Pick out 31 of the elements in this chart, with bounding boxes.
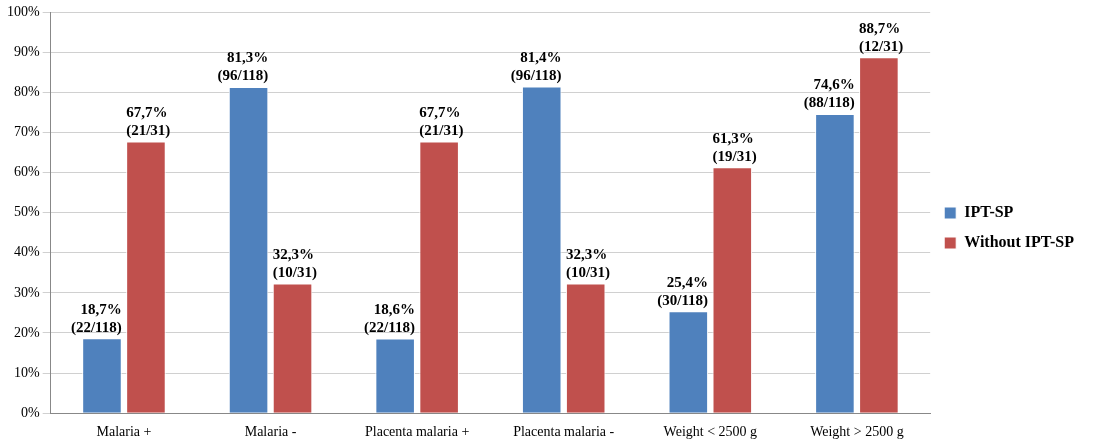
data-label: 18,7% (22/118) bbox=[70, 300, 122, 336]
y-tick-label: 40% bbox=[13, 244, 40, 260]
x-tick-label: Placenta malaria - bbox=[513, 424, 615, 440]
data-label: 67,7% (21/31) bbox=[419, 103, 464, 139]
y-tick-label: 100% bbox=[6, 3, 40, 19]
data-label: 25,4% (30/118) bbox=[657, 273, 709, 309]
data-label: 81,4% (96/118) bbox=[510, 49, 562, 84]
x-tick-label: Weight < 2500 g bbox=[663, 424, 758, 440]
data-label: 18,6% (22/118) bbox=[364, 300, 415, 336]
y-tick-label: 80% bbox=[13, 83, 40, 99]
x-tick-label: Weight > 2500 g bbox=[810, 424, 904, 440]
x-tick-label: Placenta malaria + bbox=[364, 424, 470, 440]
x-tick-label: Malaria + bbox=[96, 424, 152, 440]
y-tick-label: 60% bbox=[13, 164, 40, 180]
data-label: 61,3% (19/31) bbox=[712, 129, 757, 165]
y-tick-label: 70% bbox=[13, 124, 40, 140]
data-label: 32,3% (10/31) bbox=[565, 245, 611, 281]
legend-label: IPT-SP bbox=[964, 203, 1014, 221]
data-label: 67,7% (21/31) bbox=[126, 103, 171, 139]
data-label: 88,7% (12/31) bbox=[859, 19, 904, 55]
y-tick-label: 90% bbox=[13, 43, 40, 59]
y-tick-label: 30% bbox=[13, 284, 40, 300]
legend-label: Without IPT-SP bbox=[964, 233, 1075, 251]
data-label: 32,3% (10/31) bbox=[272, 245, 317, 281]
y-tick-label: 0% bbox=[20, 404, 40, 420]
y-tick-label: 10% bbox=[13, 364, 40, 380]
y-tick-label: 20% bbox=[13, 324, 40, 340]
y-tick-label: 50% bbox=[13, 204, 40, 220]
x-tick-label: Malaria - bbox=[244, 424, 297, 440]
data-label: 81,3% (96/118) bbox=[217, 49, 269, 85]
data-label: 74,6% (88/118) bbox=[803, 76, 855, 112]
